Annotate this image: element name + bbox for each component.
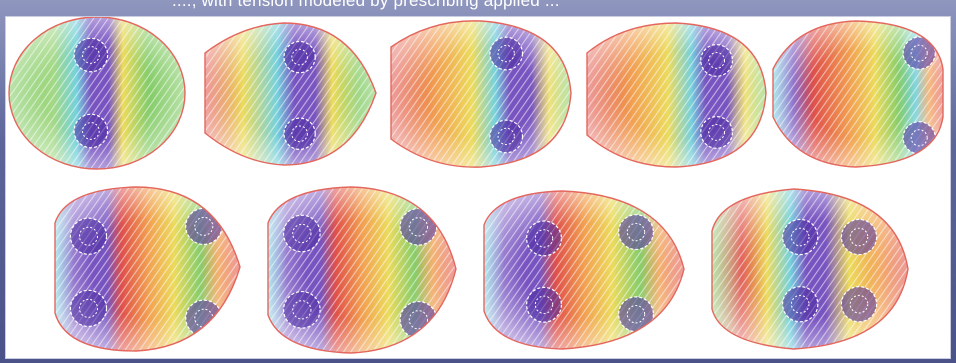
flow-frame-7 — [268, 187, 456, 353]
vortex-mark — [782, 286, 819, 323]
vortex-mark — [618, 214, 654, 251]
vortex-mark — [185, 299, 223, 337]
frame-boundary — [204, 22, 377, 166]
frame-boundary — [54, 186, 241, 352]
flow-frame-9 — [712, 189, 908, 349]
vortex-mark — [489, 36, 524, 71]
vortex-mark — [700, 43, 734, 77]
vortex-mark — [782, 218, 819, 256]
flow-frame-5 — [773, 21, 943, 167]
figure-panel — [5, 16, 951, 359]
vortex-mark — [526, 220, 562, 257]
vortex-mark — [73, 37, 109, 73]
flow-frame-4 — [587, 23, 766, 167]
vortex-mark — [73, 113, 109, 149]
frame-boundary — [772, 20, 944, 168]
caption-text: ...., with tension modeled by prescribin… — [172, 0, 560, 10]
frame-boundary — [483, 190, 685, 350]
caption-strip: ...., with tension modeled by prescribin… — [0, 0, 956, 14]
vortex-mark — [526, 286, 562, 323]
flow-field-figure — [8, 17, 944, 354]
flow-frame-2 — [205, 23, 376, 165]
vortex-mark — [840, 218, 878, 256]
frame-boundary — [390, 20, 572, 168]
frame-boundary — [8, 17, 186, 170]
vortex-mark — [489, 119, 524, 154]
vortex-mark — [282, 290, 321, 329]
vortex-mark — [283, 40, 316, 74]
vortex-mark — [282, 214, 321, 253]
flow-frame-6 — [55, 187, 240, 351]
frame-boundary — [586, 22, 767, 168]
frame-boundary — [267, 186, 457, 354]
vortex-mark — [618, 296, 654, 333]
vortex-mark — [700, 116, 734, 149]
vortex-mark — [69, 217, 108, 255]
vortex-mark — [902, 36, 936, 70]
vortex-mark — [283, 117, 316, 150]
vortex-mark — [840, 286, 878, 323]
frame-boundary — [711, 188, 909, 350]
vortex-mark — [185, 207, 223, 246]
vortex-mark — [902, 121, 936, 155]
vortex-mark — [69, 289, 108, 327]
flow-frame-3 — [391, 21, 571, 168]
vortex-mark — [399, 207, 438, 246]
flow-frame-1 — [9, 17, 185, 169]
flow-frame-8 — [484, 191, 684, 349]
